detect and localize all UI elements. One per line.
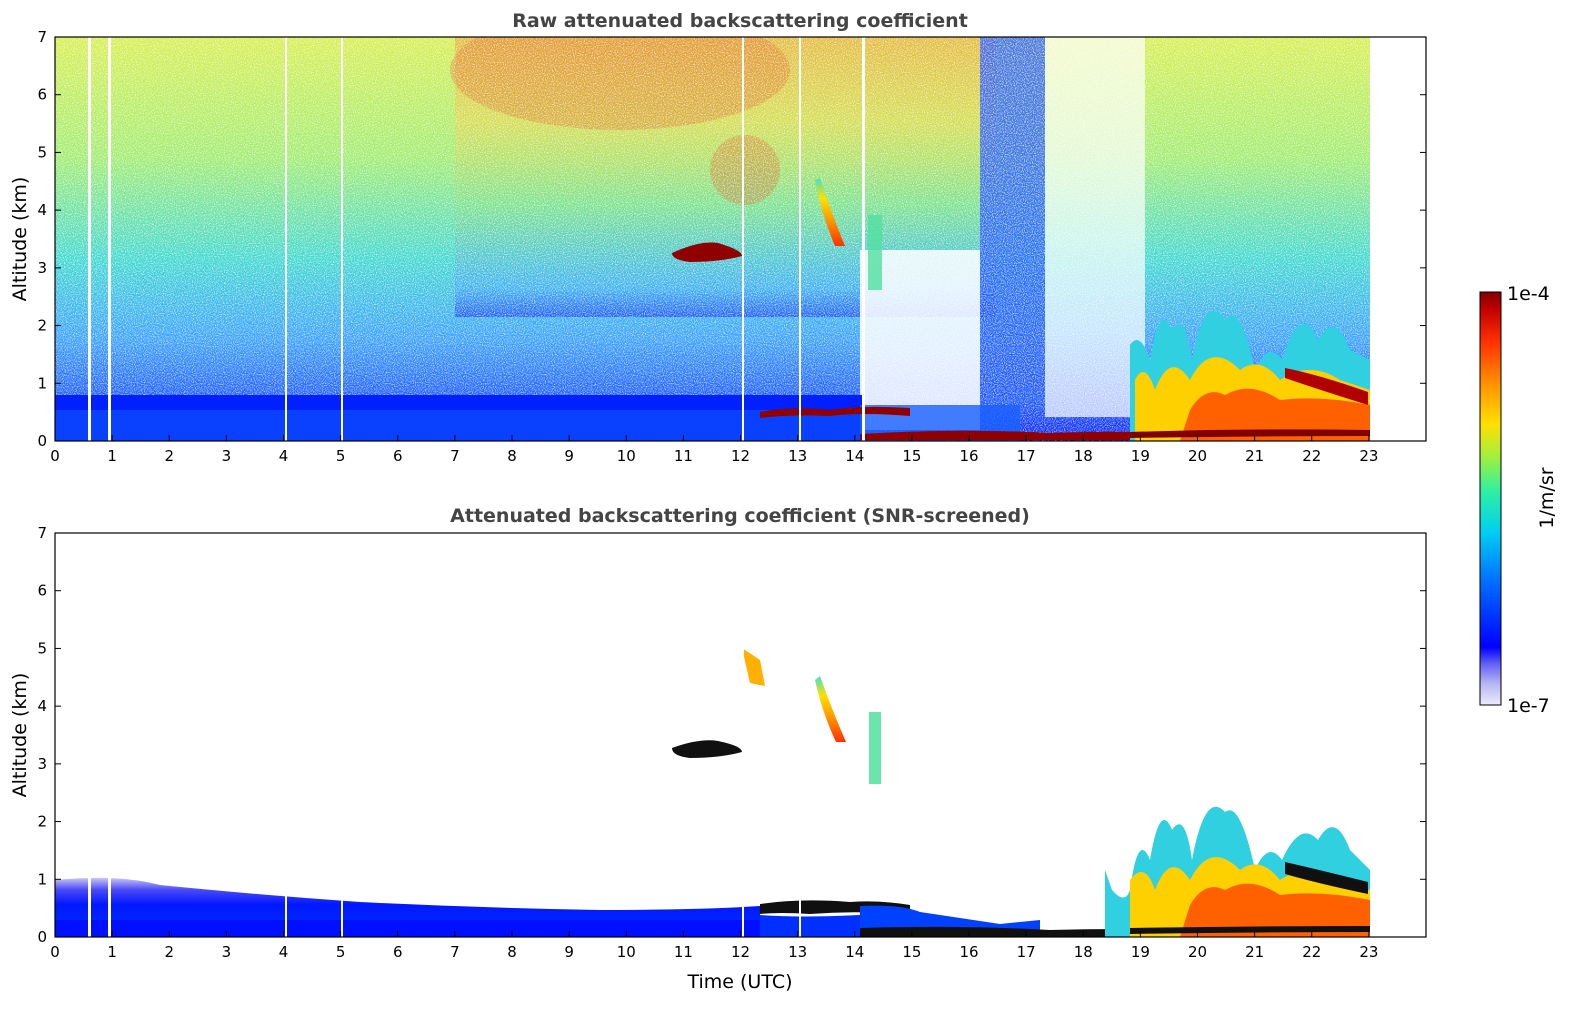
x-tick-label: 7 [450,447,460,465]
x-tick-label: 2 [164,943,174,961]
x-tick-label: 16 [959,943,978,961]
x-tick-label: 12 [731,447,750,465]
x-tick-label: 4 [279,447,289,465]
x-tick-label: 16 [959,447,978,465]
y-tick-label: 7 [37,28,47,46]
x-tick-label: 23 [1359,447,1378,465]
x-tick-label: 19 [1131,447,1150,465]
colorbar-gradient [1479,291,1502,706]
y-tick-label: 5 [37,639,47,657]
x-tick-label: 22 [1302,447,1321,465]
x-tick-label: 3 [222,943,232,961]
x-tick-label: 11 [674,447,693,465]
y-tick-label: 6 [37,582,47,600]
x-tick-label: 19 [1131,943,1150,961]
x-tick-label: 3 [222,447,232,465]
x-tick-label: 10 [617,943,636,961]
y-tick-label: 0 [37,928,47,946]
x-tick-label: 2 [164,447,174,465]
raw-x-axis: 0 1 2 3 4 5 6 7 8 9 10 11 12 13 14 15 16 17 18 19 20 21 22 23 [50,435,1378,465]
colorbar: 1e-4 1e-7 1/m/sr [1479,283,1558,717]
y-tick-label: 4 [37,697,47,715]
x-tick-label: 15 [902,447,921,465]
screened-x-axis: 0 1 2 3 4 5 6 7 8 9 10 11 12 13 14 15 16 17 18 19 20 21 22 23 [50,931,1378,961]
x-tick-label: 10 [617,447,636,465]
x-tick-label: 20 [1188,447,1207,465]
x-tick-label: 13 [788,447,807,465]
x-tick-label: 18 [1074,447,1093,465]
screened-backscatter-panel: Attenuated backscattering coefficient (S… [9,505,1427,993]
x-tick-label: 9 [564,447,574,465]
x-tick-label: 1 [107,447,117,465]
x-tick-label: 0 [50,447,60,465]
y-tick-label: 3 [37,755,47,773]
x-tick-label: 5 [336,447,346,465]
y-tick-label: 1 [37,870,47,888]
screened-heatmap-image [55,533,1370,937]
y-tick-label: 1 [37,374,47,392]
y-tick-label: 3 [37,259,47,277]
x-tick-label: 20 [1188,943,1207,961]
y-tick-label: 4 [37,201,47,219]
x-tick-label: 21 [1245,943,1264,961]
screened-panel-title: Attenuated backscattering coefficient (S… [450,505,1030,527]
x-tick-label: 1 [107,943,117,961]
x-tick-label: 14 [845,447,864,465]
x-tick-label: 11 [674,943,693,961]
y-tick-label: 0 [37,432,47,450]
x-tick-label: 5 [336,943,346,961]
x-tick-label: 14 [845,943,864,961]
x-tick-label: 9 [564,943,574,961]
raw-panel-title: Raw attenuated backscattering coefficien… [512,10,968,32]
y-tick-label: 2 [37,813,47,831]
x-tick-label: 6 [393,943,403,961]
x-tick-label: 18 [1074,943,1093,961]
x-tick-label: 8 [507,943,517,961]
x-tick-label: 23 [1359,943,1378,961]
x-tick-label: 17 [1017,447,1036,465]
y-tick-label: 7 [37,524,47,542]
colorbar-unit-label: 1/m/sr [1536,467,1558,528]
screened-y-axis: 0 1 2 3 4 5 6 7 [37,524,1426,946]
colorbar-max-label: 1e-4 [1507,283,1550,305]
x-tick-label: 0 [50,943,60,961]
y-tick-label: 6 [37,86,47,104]
raw-y-axis: 0 1 2 3 4 5 6 7 [37,28,1426,450]
x-tick-label: 15 [902,943,921,961]
x-tick-label: 8 [507,447,517,465]
x-tick-label: 12 [731,943,750,961]
y-tick-label: 2 [37,317,47,335]
x-tick-label: 22 [1302,943,1321,961]
x-tick-label: 7 [450,943,460,961]
raw-heatmap-image [55,37,1370,441]
y-tick-label: 5 [37,143,47,161]
x-tick-label: 13 [788,943,807,961]
colorbar-min-label: 1e-7 [1507,695,1550,717]
x-axis-label: Time (UTC) [686,971,792,993]
x-tick-label: 21 [1245,447,1264,465]
x-tick-label: 6 [393,447,403,465]
x-tick-label: 4 [279,943,289,961]
raw-backscatter-panel: Raw attenuated backscattering coefficien… [9,10,1427,465]
x-tick-label: 17 [1017,943,1036,961]
screened-y-axis-label: Altitude (km) [9,673,31,798]
raw-y-axis-label: Altitude (km) [9,177,31,302]
